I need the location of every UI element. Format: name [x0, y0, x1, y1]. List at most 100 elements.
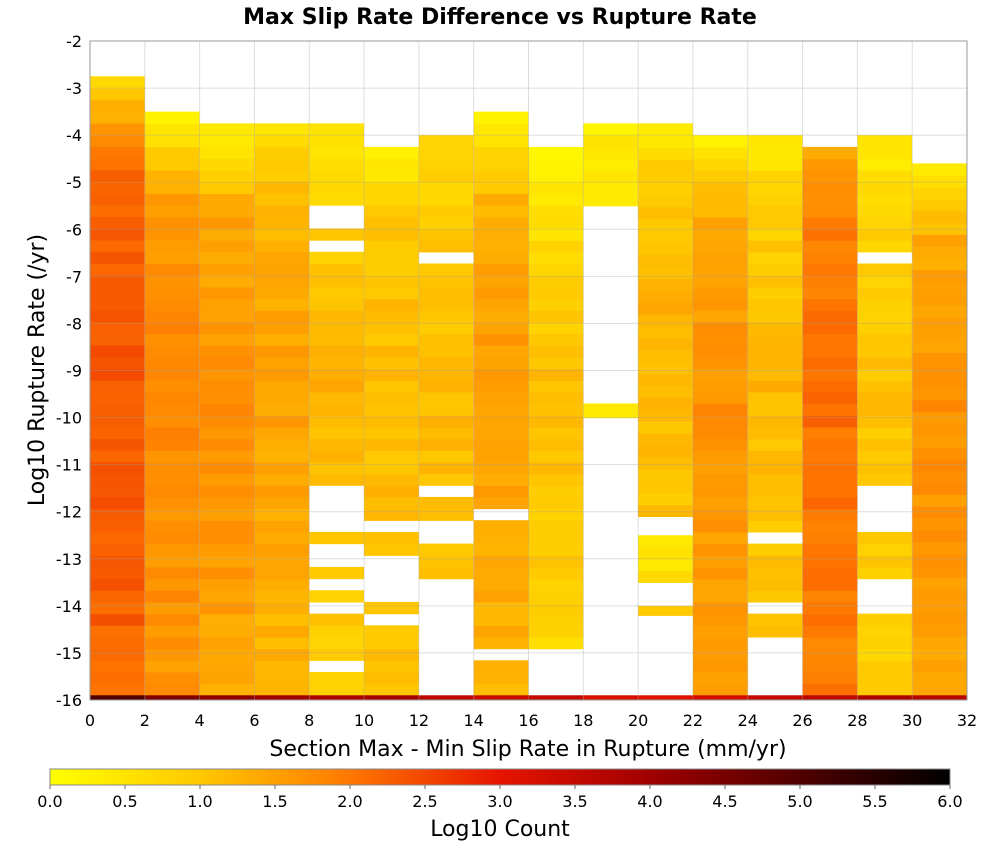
- heatmap-cell: [364, 403, 419, 416]
- x-axis-label: Section Max - Min Slip Rate in Rupture (…: [269, 737, 786, 762]
- heatmap-cell: [857, 438, 913, 451]
- heatmap-cell: [473, 356, 529, 370]
- heatmap-cell: [144, 310, 200, 323]
- heatmap-cell: [364, 228, 419, 241]
- heatmap-cell: [144, 578, 200, 591]
- heatmap-cell: [802, 170, 858, 183]
- heatmap-cell: [528, 590, 584, 603]
- heatmap-cell: [802, 333, 858, 346]
- heatmap-cell: [747, 403, 803, 416]
- heatmap-cell: [692, 170, 748, 183]
- heatmap-cell: [747, 438, 803, 451]
- heatmap-cell: [199, 403, 255, 416]
- heatmap-cell: [90, 426, 145, 439]
- heatmap-cell: [912, 541, 967, 555]
- heatmap-cell: [254, 473, 310, 486]
- heatmap-cell: [857, 216, 913, 230]
- heatmap-cell: [473, 450, 529, 463]
- heatmap-cell: [254, 578, 310, 591]
- heatmap-cell: [254, 426, 310, 440]
- heatmap-cell: [802, 321, 858, 335]
- heatmap-cell: [144, 391, 200, 405]
- heatmap-cell: [309, 333, 365, 346]
- heatmap-cell: [199, 555, 255, 568]
- heatmap-cell: [857, 135, 913, 148]
- heatmap-cell-bottom: [309, 695, 365, 700]
- heatmap-cell: [90, 216, 145, 229]
- heatmap-cell: [199, 240, 255, 253]
- heatmap-cell: [692, 286, 748, 300]
- heatmap-cell: [747, 590, 803, 603]
- heatmap-cell: [692, 648, 748, 661]
- heatmap-cell: [912, 588, 967, 602]
- heatmap-cell: [912, 234, 967, 247]
- heatmap-cell: [144, 263, 200, 276]
- heatmap-cell: [802, 496, 858, 510]
- heatmap-cell: [254, 660, 310, 673]
- heatmap-cell: [638, 290, 693, 303]
- heatmap-cell: [473, 660, 529, 673]
- colorbar-tick-label: 0.5: [112, 792, 137, 811]
- heatmap-cell: [254, 636, 310, 650]
- heatmap-cell: [144, 601, 200, 615]
- heatmap-cell: [309, 368, 365, 381]
- heatmap-cell: [90, 671, 145, 685]
- heatmap-cell: [912, 529, 967, 543]
- heatmap-cell: [802, 543, 858, 556]
- heatmap-cell: [364, 356, 419, 370]
- heatmap-cell: [692, 391, 748, 405]
- heatmap-cell: [747, 508, 803, 521]
- heatmap-cell: [309, 531, 365, 545]
- y-tick-label: -10: [56, 409, 82, 428]
- heatmap-cell: [912, 659, 967, 673]
- heatmap-cell: [528, 286, 584, 300]
- heatmap-cell: [802, 648, 858, 661]
- heatmap-cell: [144, 648, 200, 661]
- heatmap-cell: [254, 240, 310, 253]
- heatmap-cell: [802, 310, 858, 323]
- colorbar-tick-label: 5.5: [862, 792, 887, 811]
- heatmap-cell: [473, 380, 529, 393]
- x-tick-label: 6: [249, 711, 259, 730]
- heatmap-cell: [638, 535, 693, 548]
- heatmap-cell: [857, 671, 913, 685]
- heatmap-cell: [802, 391, 858, 405]
- heatmap-cell: [309, 380, 365, 393]
- heatmap-cell: [309, 438, 365, 451]
- heatmap-cell: [90, 543, 145, 556]
- heatmap-cell: [912, 517, 967, 531]
- heatmap-cell: [857, 240, 913, 253]
- heatmap-cell: [583, 158, 639, 172]
- heatmap-cell: [692, 275, 748, 288]
- heatmap-cell: [364, 473, 419, 486]
- heatmap-cell: [528, 228, 584, 241]
- heatmap-cell: [638, 492, 693, 506]
- heatmap-cell: [528, 345, 584, 358]
- heatmap-cell: [144, 438, 200, 451]
- heatmap-cell: [638, 373, 693, 387]
- heatmap-cell: [199, 508, 255, 521]
- colorbar-tick-label: 3.5: [562, 792, 587, 811]
- heatmap-cell: [528, 461, 584, 475]
- heatmap-cell: [692, 403, 748, 416]
- heatmap-cell: [364, 216, 419, 230]
- heatmap-cell: [692, 578, 748, 591]
- heatmap-cell: [364, 333, 419, 346]
- heatmap-cell: [802, 216, 858, 230]
- heatmap-cell: [857, 625, 913, 638]
- y-tick-label: -9: [66, 362, 82, 381]
- heatmap-cell: [418, 286, 474, 300]
- heatmap-cell: [144, 275, 200, 288]
- heatmap-cell: [802, 158, 858, 171]
- heatmap-cell: [418, 275, 474, 288]
- heatmap-cell: [802, 146, 858, 160]
- heatmap-cell: [528, 251, 584, 265]
- heatmap-cell: [528, 485, 584, 498]
- heatmap-cell: [254, 205, 310, 218]
- heatmap-cell-bottom: [144, 695, 200, 700]
- heatmap-cell: [473, 485, 529, 498]
- heatmap-cell: [747, 216, 803, 230]
- heatmap-cell: [857, 636, 913, 650]
- y-tick-label: -11: [56, 456, 82, 475]
- heatmap-cell: [638, 325, 693, 339]
